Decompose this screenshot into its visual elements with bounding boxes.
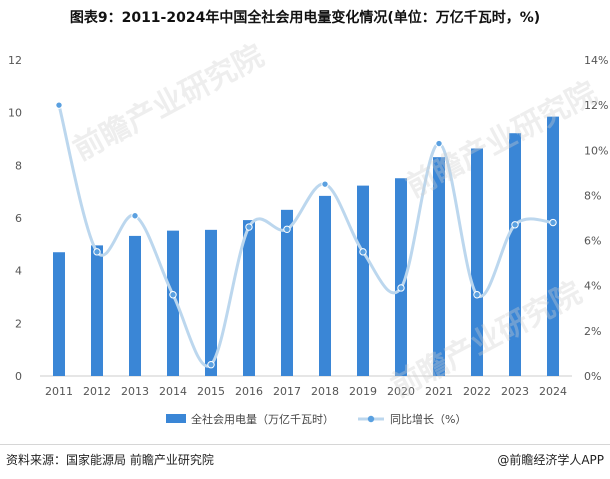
bar <box>357 185 369 376</box>
growth-point <box>55 101 63 109</box>
legend: 全社会用电量（万亿千瓦时） 同比增长（%） <box>166 412 466 426</box>
x-tick-label: 2015 <box>197 385 225 398</box>
bar <box>167 230 179 376</box>
left-axis-ticks: 0 2 4 6 8 10 12 <box>8 54 22 383</box>
bar <box>53 252 65 376</box>
left-tick-label: 4 <box>15 265 22 278</box>
bar <box>395 178 407 376</box>
bar-series <box>53 116 559 376</box>
x-tick-label: 2020 <box>387 385 415 398</box>
x-tick-label: 2017 <box>273 385 301 398</box>
bar <box>509 133 521 376</box>
x-tick-label: 2011 <box>45 385 73 398</box>
bar <box>129 235 141 376</box>
bar <box>471 148 483 376</box>
x-tick-label: 2023 <box>501 385 529 398</box>
chart-title: 图表9：2011-2024年中国全社会用电量变化情况(单位：万亿千瓦时，%) <box>69 10 541 26</box>
growth-point <box>321 180 329 188</box>
x-tick-label: 2014 <box>159 385 187 398</box>
bar <box>281 209 293 376</box>
legend-line-marker <box>367 415 375 423</box>
growth-point <box>207 361 215 369</box>
footer-divider <box>0 444 610 445</box>
bar <box>433 157 445 376</box>
bar <box>243 220 255 376</box>
source-note: 资料来源：国家能源局 前瞻产业研究院 <box>6 453 214 467</box>
growth-point <box>283 225 291 233</box>
right-axis-ticks: 0% 2% 4% 6% 8% 10% 12% 14% <box>584 54 608 383</box>
x-tick-label: 2022 <box>463 385 491 398</box>
right-tick-label: 12% <box>584 99 608 112</box>
growth-point <box>245 223 253 231</box>
right-tick-label: 10% <box>584 144 608 157</box>
right-tick-label: 4% <box>584 280 601 293</box>
bar <box>91 245 103 376</box>
growth-point <box>359 248 367 256</box>
line-series <box>55 101 557 369</box>
growth-point <box>397 284 405 292</box>
left-tick-label: 6 <box>15 212 22 225</box>
left-tick-label: 10 <box>8 107 22 120</box>
bar <box>319 195 331 376</box>
right-tick-label: 14% <box>584 54 608 67</box>
left-tick-label: 8 <box>15 159 22 172</box>
growth-point <box>473 291 481 299</box>
x-tick-label: 2019 <box>349 385 377 398</box>
right-tick-label: 6% <box>584 235 601 248</box>
left-tick-label: 2 <box>15 317 22 330</box>
growth-point <box>511 221 519 229</box>
brand-credit: @前瞻经济学人APP <box>497 453 604 467</box>
right-tick-label: 8% <box>584 189 601 202</box>
x-tick-label: 2024 <box>539 385 567 398</box>
right-tick-label: 2% <box>584 325 601 338</box>
x-tick-label: 2018 <box>311 385 339 398</box>
growth-point <box>435 139 443 148</box>
x-tick-label: 2012 <box>83 385 111 398</box>
left-tick-label: 12 <box>8 54 22 67</box>
growth-point <box>131 212 139 220</box>
growth-point <box>169 291 177 299</box>
growth-point <box>549 218 557 227</box>
legend-bar-label: 全社会用电量（万亿千瓦时） <box>191 412 334 426</box>
x-axis-labels: 2011 2012 2013 2014 2015 2016 2017 2018 2019 2020… <box>45 385 567 398</box>
legend-bar-swatch <box>166 414 186 423</box>
x-tick-label: 2013 <box>121 385 149 398</box>
growth-point <box>93 248 101 256</box>
x-tick-label: 2021 <box>425 385 453 398</box>
right-tick-label: 0% <box>584 370 601 383</box>
x-tick-label: 2016 <box>235 385 263 398</box>
left-tick-label: 0 <box>15 370 22 383</box>
bar <box>547 116 559 376</box>
bar <box>205 229 217 376</box>
legend-line-label: 同比增长（%） <box>390 412 466 426</box>
